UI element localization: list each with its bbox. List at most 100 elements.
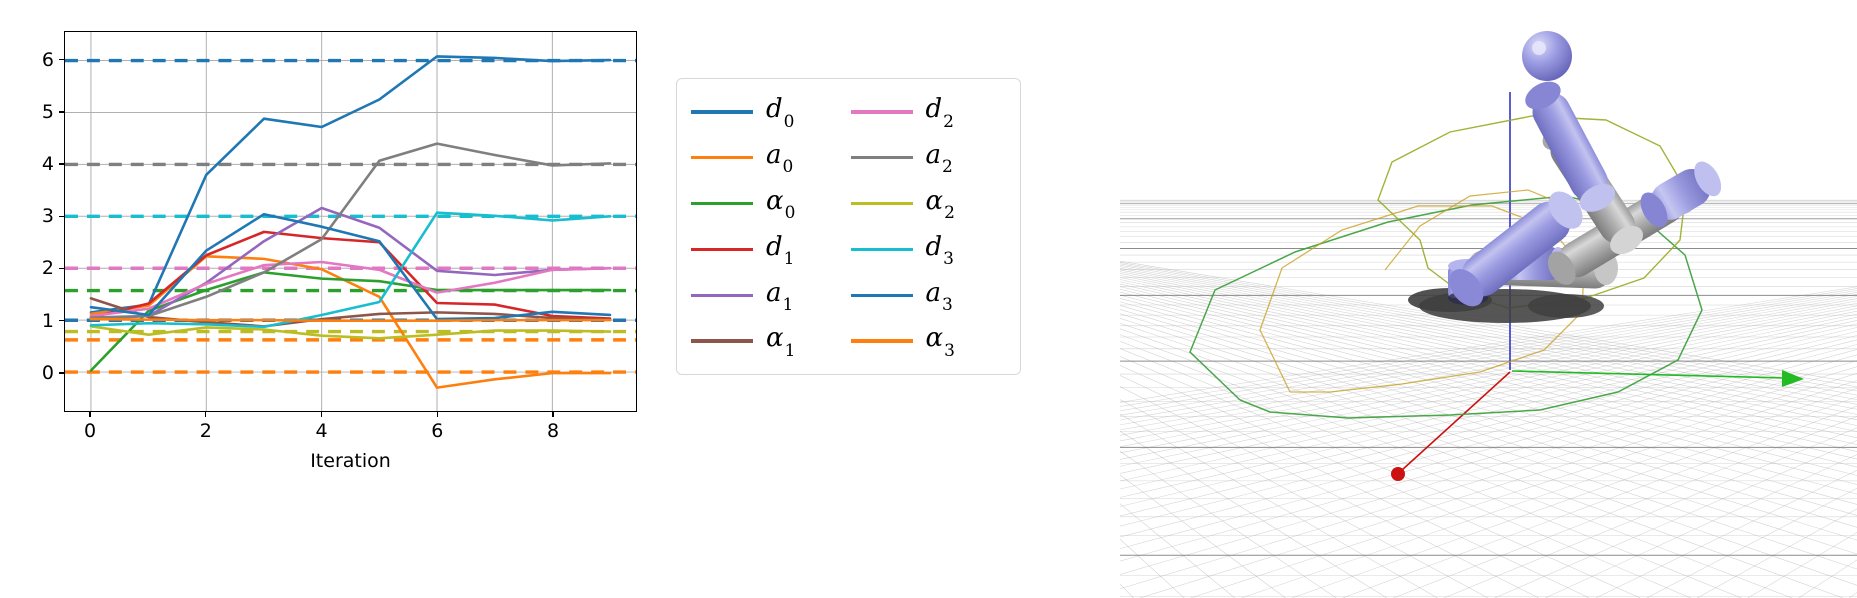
- series-line-alpha_2: [89, 325, 612, 340]
- legend-color-swatch: [691, 156, 753, 160]
- grid-line-v: [1120, 339, 1857, 527]
- y-tick-mark: [59, 372, 64, 374]
- series-line-a_2: [89, 142, 612, 319]
- grid-line-u: [1120, 450, 1337, 598]
- x-tick-label: 0: [83, 420, 97, 442]
- target-dashed-lines: [65, 58, 636, 374]
- grid-line-u: [1120, 375, 1591, 598]
- legend-label: d0: [766, 94, 795, 132]
- legend-entry[interactable]: a1: [691, 272, 847, 318]
- legend-color-swatch: [691, 110, 753, 114]
- legend-entry[interactable]: α1: [691, 318, 847, 364]
- legend-label: α1: [766, 323, 796, 361]
- x-tick-mark: [552, 412, 554, 417]
- grid-line-v: [1341, 405, 1857, 598]
- x-axis-label: Iteration: [310, 450, 391, 472]
- grid-line-u: [1120, 309, 1857, 528]
- grid-line-v: [1240, 388, 1857, 598]
- dh-parameter-convergence-chart: 0 1 2 3 4 5 6 0 2 4 6 8 Iteration: [0, 0, 660, 498]
- legend-label: a2: [925, 140, 953, 178]
- grid-line-v: [1443, 427, 1857, 598]
- legend-color-swatch: [691, 247, 753, 251]
- legend-label: d2: [925, 94, 954, 132]
- grid-line-u: [1120, 298, 1857, 495]
- series-line-alpha_3: [89, 317, 612, 322]
- end-effector-sphere: [1522, 31, 1572, 81]
- grid-line-v: [1696, 508, 1857, 598]
- x-tick-label: 6: [431, 420, 444, 442]
- chart-legend: d0 d2 a0 a2 α0 α2 d1 d3 a1 a3 α1 α3: [676, 78, 1021, 375]
- grid-line-u: [1120, 399, 1489, 598]
- grid-line-u: [1120, 283, 1857, 452]
- y-tick-mark: [59, 59, 64, 61]
- grid-line-u: [1120, 277, 1857, 432]
- grid-line-u: [1120, 413, 1439, 598]
- grid-line-v: [1645, 487, 1857, 598]
- legend-entry[interactable]: a2: [850, 135, 1007, 181]
- x-tick-label: 4: [315, 420, 328, 442]
- x-tick-mark: [320, 412, 323, 417]
- legend-label: α2: [925, 185, 955, 224]
- y-tick-mark: [59, 320, 64, 322]
- grid-line-v: [1120, 305, 1857, 448]
- grid-line-u: [1120, 356, 1692, 598]
- legend-entry[interactable]: d2: [850, 89, 1007, 135]
- legend-entry[interactable]: d3: [850, 226, 1007, 272]
- grid-line-v: [1747, 532, 1857, 598]
- grid-line-u: [1120, 341, 1793, 598]
- grid-line-v: [1120, 349, 1857, 549]
- grid-line-u: [1120, 474, 1286, 598]
- grid-line-v: [1544, 454, 1857, 598]
- series-line-d_1: [89, 230, 612, 320]
- grid-line-v: [1189, 380, 1857, 598]
- series-line-a_3: [89, 212, 612, 321]
- series-line-a_1: [89, 206, 612, 321]
- legend-entry[interactable]: α2: [850, 181, 1007, 227]
- grid-line-u: [1120, 348, 1743, 598]
- legend-entry[interactable]: α3: [850, 318, 1007, 364]
- legend-color-swatch: [691, 339, 753, 343]
- y-tick-mark: [59, 111, 64, 113]
- trajectory-green: [1189, 195, 1703, 419]
- x-axis: [1401, 371, 1511, 471]
- joint-3-purple: [1640, 161, 1722, 228]
- grid-line-v: [1120, 360, 1857, 575]
- sphere-highlight: [1532, 41, 1546, 55]
- legend-label: d1: [766, 231, 795, 269]
- legend-label: a1: [766, 277, 794, 315]
- grid-line-u: [1120, 281, 1857, 445]
- legend-entry[interactable]: α0: [691, 181, 847, 227]
- x-axis-tip: [1391, 467, 1405, 481]
- grid-line-u: [1120, 286, 1857, 460]
- y-tick-mark: [59, 215, 64, 217]
- grid-line-u: [1120, 430, 1388, 598]
- grid-line-v: [1120, 335, 1857, 517]
- x-tick-mark: [89, 412, 91, 417]
- data-series-lines: [89, 55, 612, 389]
- x-tick-label: 8: [547, 420, 560, 442]
- grid-line-u: [1120, 313, 1857, 541]
- grid-line-u: [1120, 328, 1857, 586]
- legend-entry[interactable]: d1: [691, 226, 847, 272]
- legend-entry[interactable]: d0: [691, 89, 847, 135]
- legend-label: α0: [766, 185, 796, 224]
- grid-line-v: [1120, 316, 1857, 474]
- robot-3d-viewport[interactable]: [1120, 0, 1857, 598]
- y-tick-label: 6: [41, 48, 54, 71]
- legend-color-swatch: [850, 110, 913, 114]
- grid-line-u: [1120, 288, 1857, 468]
- x-tick-label: 2: [199, 420, 212, 442]
- grid-line-u: [1120, 318, 1857, 555]
- legend-entry[interactable]: a0: [691, 135, 847, 181]
- y-tick-mark: [59, 163, 64, 165]
- plot-area: [64, 31, 637, 412]
- y-axis-arrow: [1782, 370, 1804, 387]
- series-line-d_2: [89, 260, 612, 318]
- series-line-d_3: [89, 211, 612, 329]
- legend-entry[interactable]: a3: [850, 272, 1007, 318]
- y-axis: [1511, 370, 1786, 379]
- series-line-a_0: [89, 254, 612, 389]
- legend-label: α3: [925, 323, 955, 361]
- grid-line-u: [1120, 323, 1857, 570]
- y-tick-label: 3: [41, 205, 54, 228]
